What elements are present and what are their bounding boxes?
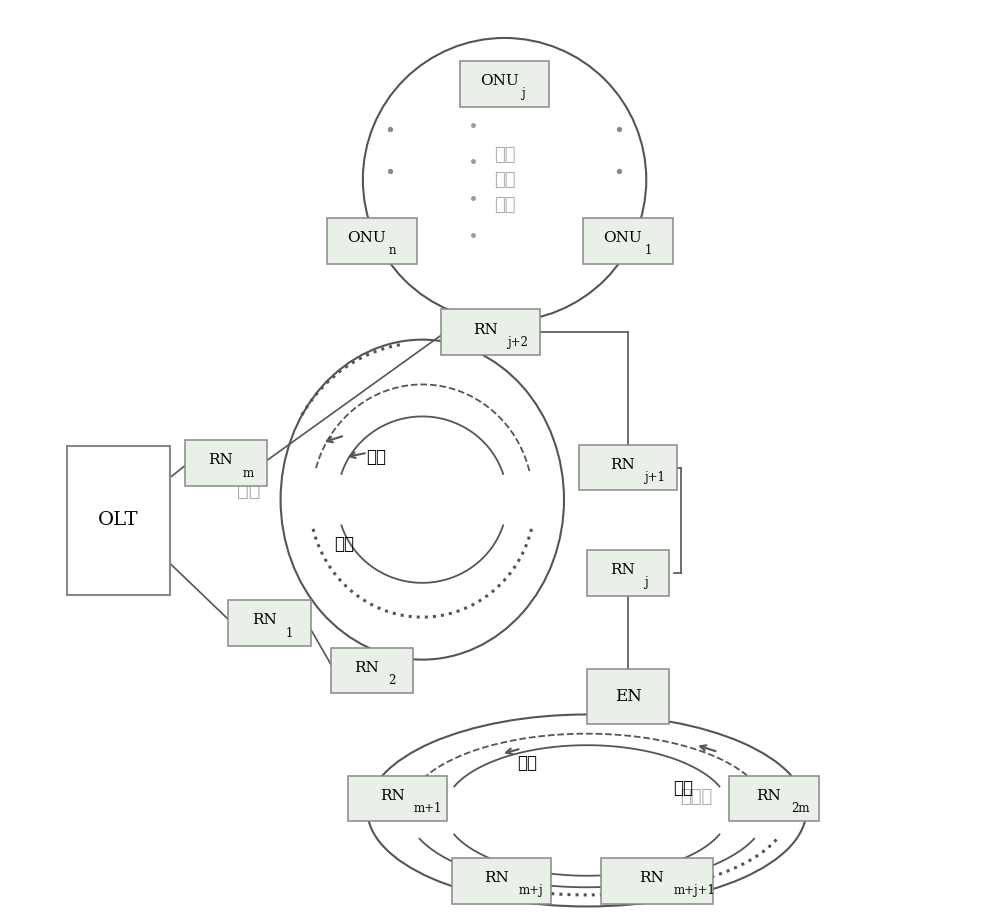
FancyBboxPatch shape	[452, 858, 551, 904]
Text: RN: RN	[610, 458, 635, 472]
Text: ONU: ONU	[347, 231, 386, 245]
FancyBboxPatch shape	[601, 858, 713, 904]
FancyBboxPatch shape	[579, 445, 677, 491]
FancyBboxPatch shape	[67, 446, 170, 595]
FancyBboxPatch shape	[587, 550, 669, 596]
FancyBboxPatch shape	[441, 309, 540, 355]
Text: RN: RN	[208, 453, 233, 468]
Text: OLT: OLT	[98, 511, 139, 529]
Text: RN: RN	[756, 789, 781, 803]
Text: 1: 1	[286, 626, 293, 640]
Text: RN: RN	[610, 563, 635, 577]
Text: 上行: 上行	[335, 536, 355, 554]
FancyBboxPatch shape	[729, 776, 819, 822]
Ellipse shape	[363, 38, 646, 321]
FancyBboxPatch shape	[587, 668, 669, 724]
FancyBboxPatch shape	[331, 647, 413, 693]
Text: ONU: ONU	[603, 231, 642, 245]
FancyBboxPatch shape	[327, 218, 417, 264]
Text: RN: RN	[639, 871, 664, 885]
Ellipse shape	[281, 339, 564, 659]
Text: 下行: 下行	[367, 447, 387, 466]
Text: RN: RN	[354, 661, 379, 675]
Text: 2m: 2m	[791, 802, 809, 815]
Text: m+j+1: m+j+1	[674, 884, 716, 898]
FancyBboxPatch shape	[185, 440, 267, 486]
Text: 主环: 主环	[237, 481, 260, 500]
Text: RN: RN	[252, 613, 277, 627]
Text: 次级环: 次级环	[680, 788, 713, 806]
Text: m+1: m+1	[414, 802, 442, 815]
Text: RN: RN	[380, 789, 404, 803]
Text: 2: 2	[388, 674, 396, 687]
Text: RN: RN	[473, 323, 498, 337]
Text: EN: EN	[615, 688, 641, 704]
FancyBboxPatch shape	[348, 776, 447, 822]
Text: j+2: j+2	[507, 336, 528, 348]
Text: RN: RN	[484, 871, 509, 885]
Text: ONU: ONU	[480, 74, 518, 88]
Text: m+j: m+j	[518, 884, 543, 898]
Text: 下行: 下行	[673, 779, 693, 797]
Text: 1: 1	[644, 245, 652, 258]
Text: 上行: 上行	[517, 754, 537, 772]
Text: j+1: j+1	[644, 471, 665, 484]
Text: 最后
一公
里环: 最后 一公 里环	[494, 146, 515, 214]
FancyBboxPatch shape	[228, 601, 311, 646]
Ellipse shape	[367, 714, 806, 907]
FancyBboxPatch shape	[583, 218, 673, 264]
FancyBboxPatch shape	[460, 61, 549, 106]
Text: j: j	[521, 87, 525, 100]
Text: m: m	[242, 467, 253, 480]
Text: j: j	[644, 576, 648, 590]
Text: n: n	[388, 245, 396, 258]
